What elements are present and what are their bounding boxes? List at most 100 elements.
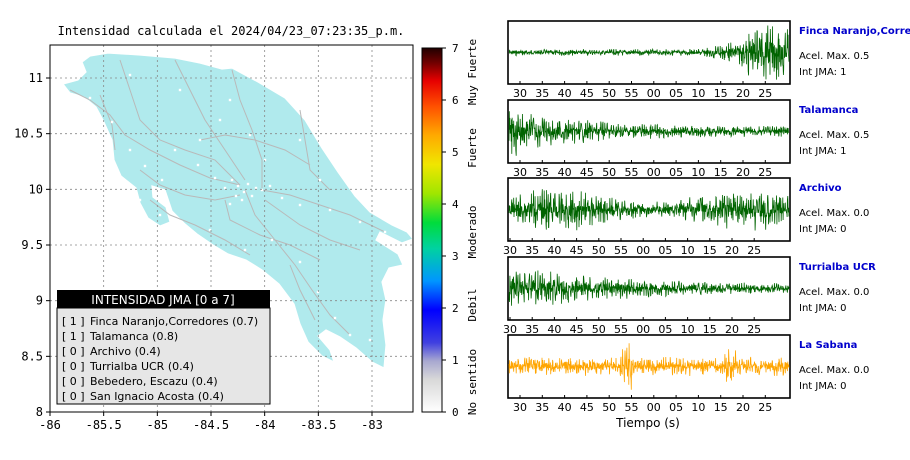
time-axis-label: Tiempo (s) [615,416,680,430]
time-tick-label: 30 [513,87,527,100]
time-tick-label: 35 [525,244,539,257]
legend-item-name: Bebedero, Escazu (0.4) [90,375,218,388]
time-tick-label: 35 [535,166,549,179]
lat-tick-label: 8.5 [21,349,43,363]
time-tick-label: 25 [758,87,772,100]
seismogram-panel: 30 35 40 45 50 55 00 05 10 15 20 25 Turrialba UCR Ace… [503,256,876,336]
time-tick-label: 45 [580,401,594,414]
time-tick-label: 55 [625,166,639,179]
lat-tick-label: 9 [36,294,43,308]
lon-tick-label: -84.5 [193,418,229,432]
lon-tick-label: -85.5 [86,418,122,432]
lon-axis: -86 -85.5 -85 -84.5 -84 -83.5 -83 [39,412,383,432]
colorbar-tick-label: 1 [452,354,459,367]
seismogram-panel: 30 35 40 45 50 55 00 05 10 15 20 25 La Sabana Acel. M… [507,334,869,414]
station-int: Int JMA: 0 [799,224,847,235]
legend-title: INTENSIDAD JMA [0 a 7] [91,293,234,307]
time-tick-label: 15 [714,401,728,414]
seismogram-trace [508,111,790,156]
station-int: Int JMA: 1 [799,146,847,157]
colorbar-category: Debil [466,288,479,321]
time-tick-label: 20 [736,87,750,100]
colorbar-category: Fuerte [466,128,479,168]
station-acel: Acel. Max. 0.5 [799,51,869,62]
time-tick-label: 10 [691,401,705,414]
time-tick-label: 00 [647,87,661,100]
map-title: Intensidad calculada el 2024/04/23_07:23… [58,24,405,38]
seismogram-panel: 30 35 40 45 50 55 00 05 10 15 20 25 Archivo Acel. Max… [503,177,869,257]
time-tick-label: 45 [580,87,594,100]
time-tick-label: 40 [558,87,572,100]
time-tick-label: 05 [669,166,683,179]
station-acel: Acel. Max. 0.0 [799,287,869,298]
time-tick-label: 20 [736,401,750,414]
time-tick-label: 50 [602,401,616,414]
seismogram-trace [508,343,790,390]
colorbar-category: Muy Fuerte [466,39,479,105]
station-acel: Acel. Max. 0.5 [799,130,869,141]
station-acel: Acel. Max. 0.0 [799,208,869,219]
station-int: Int JMA: 0 [799,381,847,392]
time-tick-label: 15 [714,87,728,100]
time-tick-label: 05 [658,323,672,336]
time-tick-label: 45 [570,323,584,336]
legend-item-level: [ 0 ] [62,360,85,373]
colorbar-tick-label: 3 [452,250,459,263]
time-tick-label: 10 [681,323,695,336]
seismogram-panel: 30 35 40 45 50 55 00 05 10 15 20 25 Finca Naranjo,Co… [507,20,910,100]
time-tick-label: 35 [535,87,549,100]
time-tick-label: 35 [525,323,539,336]
time-tick-label: 30 [503,323,517,336]
time-tick-label: 00 [647,401,661,414]
time-tick-label: 30 [513,166,527,179]
time-tick-label: 05 [669,401,683,414]
time-tick-label: 20 [725,244,739,257]
time-tick-label: 00 [636,323,650,336]
colorbar: 0 1 2 3 4 5 6 7 No sentido Debil Moderado Fuerte Mu… [421,39,479,419]
time-tick-label: 10 [681,244,695,257]
legend-item-name: Turrialba UCR (0.4) [89,360,194,373]
time-tick-label: 20 [736,166,750,179]
colorbar-tick-label: 7 [452,42,459,55]
time-tick-label: 25 [747,323,761,336]
lat-axis: 8 8.5 9 9.5 10 10.5 11 [14,71,50,419]
lon-tick-label: -86 [39,418,61,432]
time-tick-label: 40 [547,244,561,257]
time-tick-label: 00 [647,166,661,179]
colorbar-tick-label: 0 [452,406,459,419]
legend-item-level: [ 0 ] [62,390,85,403]
time-tick-label: 15 [703,244,717,257]
colorbar-tick-label: 4 [452,198,459,211]
time-tick-label: 30 [513,401,527,414]
time-tick-label: 55 [614,323,628,336]
station-acel: Acel. Max. 0.0 [799,365,869,376]
legend-item-name: Talamanca (0.8) [89,330,178,343]
time-tick-label: 25 [758,166,772,179]
time-tick-label: 45 [570,244,584,257]
colorbar-category: No sentido [466,349,479,415]
colorbar-tick-label: 2 [452,302,459,315]
time-tick-label: 25 [758,401,772,414]
legend: INTENSIDAD JMA [0 a 7] [ 1 ] Finca Naranj… [56,290,271,405]
station-name: Turrialba UCR [799,262,876,273]
lon-tick-label: -85 [146,418,168,432]
time-tick-label: 05 [669,87,683,100]
lon-tick-label: -84 [254,418,276,432]
time-tick-label: 35 [535,401,549,414]
time-tick-label: 50 [602,87,616,100]
time-tick-label: 15 [703,323,717,336]
station-int: Int JMA: 1 [799,67,847,78]
time-tick-label: 10 [691,166,705,179]
colorbar-tick-label: 5 [452,146,459,159]
colorbar-category: Moderado [466,206,479,259]
time-tick-label: 40 [558,401,572,414]
road-network [69,59,386,336]
station-name: La Sabana [799,340,857,351]
legend-item-level: [ 1 ] [62,315,85,328]
time-tick-label: 55 [625,87,639,100]
time-tick-label: 55 [625,401,639,414]
seismogram-panels: 30 35 40 45 50 55 00 05 10 15 20 25 Finca Naranjo,Co… [503,20,910,414]
time-tick-label: 40 [547,323,561,336]
time-tick-label: 50 [592,244,606,257]
